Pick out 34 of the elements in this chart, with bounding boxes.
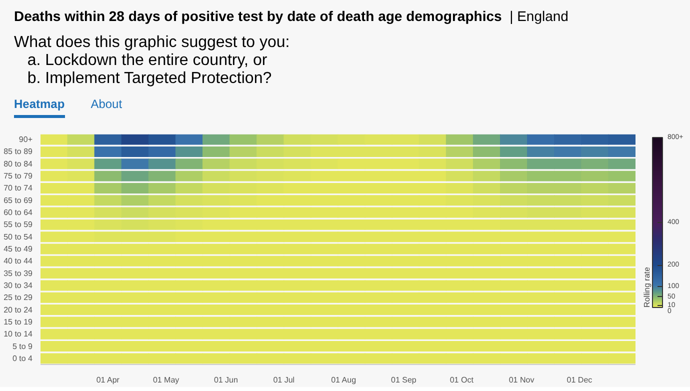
y-tick-label: 50 to 54 — [4, 232, 34, 242]
text: Heatmap — [14, 96, 65, 118]
y-tick-label: 0 to 4 — [12, 354, 34, 363]
chart-title: Deaths within 28 days of positive test by date of death age demographics — [14, 8, 502, 24]
y-tick-label: 70 to 74 — [4, 184, 34, 193]
y-tick-label: 55 to 59 — [4, 220, 34, 230]
y-tick-label: 80 to 84 — [4, 159, 34, 168]
text: What does this graphic suggest to you: a. Lockdown the entire country, or b. Implement Targeted Protection? — [14, 34, 291, 88]
chart-subtitle: | England — [510, 8, 568, 24]
x-tick-label: 01 Jun — [214, 376, 238, 384]
x-tick-label: 01 Apr — [96, 376, 120, 384]
y-tick-label: 25 to 29 — [4, 293, 34, 302]
y-tick-label: 75 to 79 — [4, 172, 34, 181]
y-tick-label: 45 to 49 — [4, 244, 34, 254]
text: About — [90, 96, 122, 113]
y-tick-label: 90+ — [18, 135, 33, 144]
x-tick-label: 01 Oct — [450, 376, 474, 384]
color-bar-title: Rolling rate — [642, 266, 652, 308]
y-tick-label: 40 to 44 — [4, 256, 34, 266]
y-tick-label: 35 to 39 — [4, 268, 34, 278]
x-tick-label: 01 Aug — [331, 376, 356, 384]
x-tick-label: 01 Nov — [508, 376, 534, 384]
y-tick-label: 85 to 89 — [4, 147, 34, 156]
y-tick-label: 15 to 19 — [4, 317, 34, 326]
y-tick-label: 20 to 24 — [4, 305, 34, 314]
y-tick-label: 10 to 14 — [4, 330, 34, 339]
x-tick-label: 01 May — [152, 376, 180, 384]
x-tick-label: 01 Dec — [566, 376, 592, 384]
y-tick-label: 65 to 69 — [4, 196, 34, 205]
y-tick-label: 30 to 34 — [4, 280, 34, 290]
x-tick-label: 01 Sep — [391, 376, 417, 384]
y-tick-label: 5 to 9 — [12, 342, 34, 351]
x-tick-label: 01 Jul — [273, 376, 295, 384]
y-tick-label: 60 to 64 — [4, 208, 34, 218]
